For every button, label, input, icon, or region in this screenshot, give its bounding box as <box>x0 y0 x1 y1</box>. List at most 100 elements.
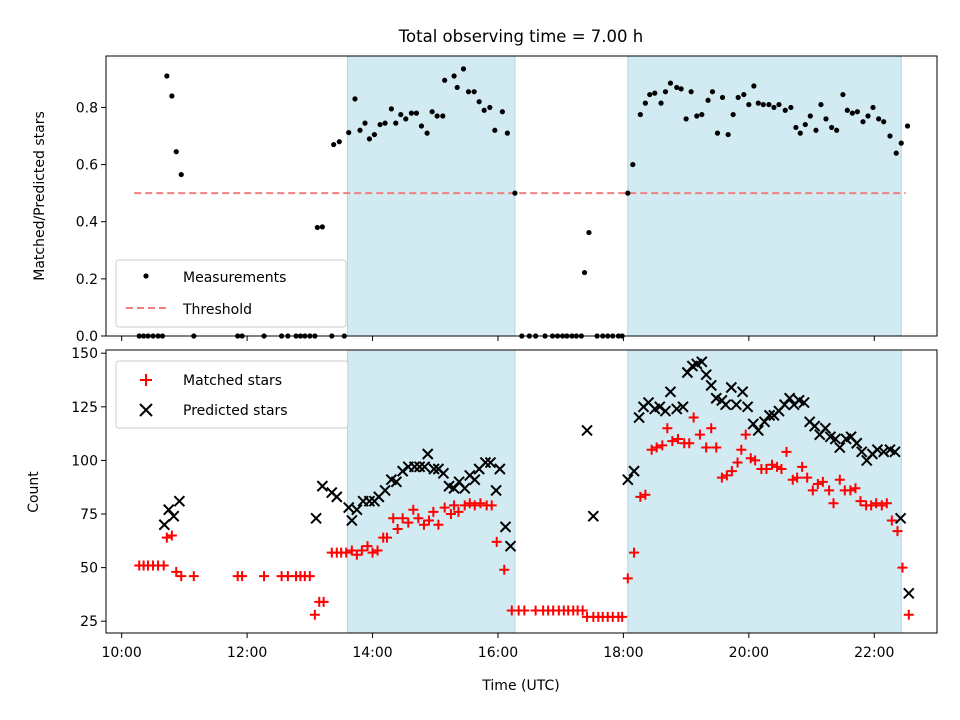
matched-star-point <box>617 611 628 622</box>
bottom-legend-box <box>115 360 349 429</box>
top-y-tick-label: 0.0 <box>76 329 98 345</box>
bottom-x-tick-label: 12:00 <box>227 645 267 661</box>
matched-star-point <box>499 564 510 575</box>
measurement-point <box>766 101 772 108</box>
matched-legend-marker <box>140 374 152 386</box>
matched-star-point <box>781 446 792 457</box>
measurement-point <box>797 130 803 136</box>
matched-star-point <box>792 472 803 483</box>
matched-star-point <box>701 442 712 453</box>
measurement-point <box>860 119 866 125</box>
measurement-point <box>823 116 829 122</box>
measurement-point <box>709 89 716 95</box>
predicted-star-point <box>173 495 186 507</box>
predicted-star-point <box>422 448 434 460</box>
matched-star-point <box>688 412 699 423</box>
top-y-tick-label: 0.4 <box>76 215 98 231</box>
bottom-y-tick-label: 75 <box>80 507 98 523</box>
bottom-x-tick-label: 22:00 <box>854 645 894 661</box>
predicted-star-point <box>719 398 732 411</box>
top-y-tick-label: 0.8 <box>76 100 98 116</box>
predicted-legend-label: Predicted stars <box>183 403 288 419</box>
matched-star-point <box>413 513 424 524</box>
measurement-point <box>854 109 860 115</box>
measurement-point <box>352 96 358 102</box>
measurement-point <box>898 140 904 146</box>
matched-star-point <box>834 474 845 485</box>
measurement-point <box>876 116 882 122</box>
matched-star-point <box>433 519 444 530</box>
predicted-star-point <box>664 386 677 398</box>
matched-star-point <box>237 571 248 582</box>
matched-star-point <box>646 444 657 455</box>
measurement-point <box>512 190 518 196</box>
bottom-y-tick-label: 50 <box>80 561 98 577</box>
measurement-point <box>674 84 680 91</box>
measurement-point <box>581 269 588 276</box>
matched-star-point <box>750 455 761 466</box>
matched-star-point <box>372 545 383 556</box>
measurement-point <box>904 123 911 129</box>
matched-legend-label: Matched stars <box>183 373 282 389</box>
measurement-point <box>678 86 684 92</box>
measurement-point <box>451 73 457 79</box>
matched-star-point <box>439 502 450 513</box>
measurement-point <box>346 129 352 136</box>
matched-star-point <box>812 478 823 489</box>
measurement-point <box>683 116 689 122</box>
predicted-star-point <box>413 461 426 473</box>
matched-star-point <box>318 596 329 607</box>
measurement-point <box>362 120 368 126</box>
matched-star-point <box>732 457 743 468</box>
measurement-point <box>658 100 664 106</box>
measurement-point <box>164 73 170 79</box>
measurement-point <box>829 124 835 131</box>
matched-star-point <box>640 489 651 500</box>
predicted-star-point <box>819 422 832 434</box>
matched-star-point <box>166 530 177 541</box>
measurement-point <box>499 109 505 115</box>
measurement-point <box>454 84 460 91</box>
bottom-plot-frame <box>105 349 938 634</box>
measurement-point <box>440 113 446 119</box>
predicted-star-point <box>856 446 868 458</box>
matched-star-point <box>259 571 270 582</box>
matched-star-point <box>886 515 897 526</box>
measurement-point <box>887 133 893 139</box>
measurement-point <box>807 113 813 119</box>
measurement-point <box>476 99 482 105</box>
matched-star-point <box>445 509 456 520</box>
top-legend: Measurements Threshold <box>115 259 347 328</box>
matched-star-point <box>392 524 403 535</box>
predicted-star-point <box>379 484 391 497</box>
predicted-star-point <box>484 456 497 469</box>
top-y-tick-label: 0.2 <box>76 272 98 288</box>
measurement-point <box>465 89 472 95</box>
matched-star-point <box>761 463 772 474</box>
measurement-point <box>813 127 819 133</box>
predicted-star-point <box>168 510 180 522</box>
measurement-point <box>771 104 777 111</box>
matched-star-point <box>464 498 475 509</box>
predicted-star-point <box>829 433 842 445</box>
matched-star-point <box>629 547 640 558</box>
observing-window <box>627 55 902 337</box>
predicted-star-point <box>677 401 689 413</box>
matched-star-point <box>519 605 530 616</box>
matched-star-point <box>802 472 813 483</box>
predicted-star-point <box>331 491 343 503</box>
matched-star-point <box>622 573 633 584</box>
predicted-star-point <box>705 379 717 392</box>
measurement-point <box>442 77 448 83</box>
matched-star-point <box>577 605 588 616</box>
measurement-point <box>393 120 399 126</box>
matched-star-point <box>850 483 861 494</box>
bottom-panel: 25 50 75 100 125 150 10:00 12:00 14:00 16:00 18:0… <box>26 346 938 694</box>
measurement-point <box>429 109 435 115</box>
predicted-star-point <box>725 381 737 394</box>
matched-star-point <box>736 444 747 455</box>
matched-star-point <box>903 609 914 620</box>
measurement-point <box>834 127 840 133</box>
matched-star-point <box>797 461 808 472</box>
measurement-point <box>699 111 705 118</box>
